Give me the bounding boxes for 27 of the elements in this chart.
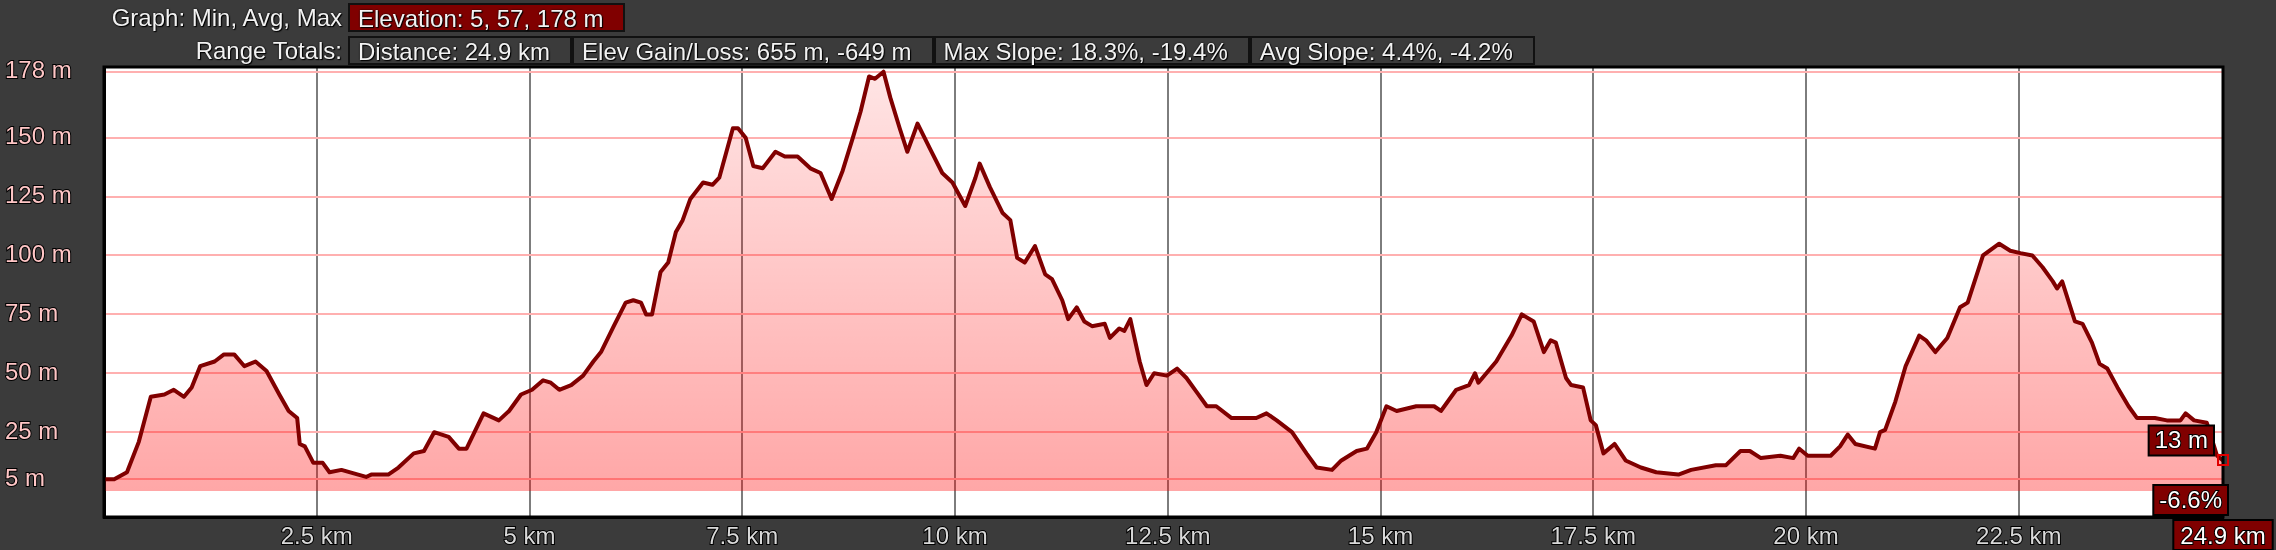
text: Distance: 24.9 km: [348, 36, 573, 65]
annotation: -6.6%: [2159, 485, 2222, 513]
y-tick-label: 75 m: [5, 299, 59, 327]
text: Max Slope: 18.3%, -19.4%: [933, 36, 1250, 65]
x-tick-label: 22.5 km: [1976, 522, 2062, 550]
text: Elevation: 5, 57, 178 m: [348, 3, 626, 32]
y-tick-label: 125 m: [5, 181, 72, 209]
x-tick-label: 24.9 km: [2180, 522, 2266, 550]
x-tick-label: 2.5 km: [280, 522, 353, 550]
y-tick-label: 178 m: [5, 56, 72, 84]
y-tick-label: 25 m: [5, 416, 59, 444]
text: Avg Slope: 4.4%, -4.2%: [1249, 36, 1535, 65]
chart-title: Graph: Min, Avg, Max: [110, 4, 343, 31]
x-tick-label: 7.5 km: [706, 522, 779, 550]
y-tick-label: 50 m: [5, 357, 59, 385]
x-tick-label: 15 km: [1347, 522, 1414, 550]
x-tick-label: 20 km: [1773, 522, 1839, 550]
y-tick-label: 100 m: [5, 240, 72, 268]
x-tick-label: 12.5 km: [1125, 522, 1211, 550]
x-tick-label: 17.5 km: [1550, 522, 1636, 550]
x-tick-label: 5 km: [503, 522, 556, 550]
annotation: 13 m: [2154, 426, 2208, 454]
text: Elev Gain/Loss: 655 m, -649 m: [572, 36, 934, 65]
y-tick-label: 150 m: [5, 122, 72, 150]
x-tick-label: 10 km: [922, 522, 988, 550]
chart-subtitle: Range Totals:: [195, 37, 342, 64]
y-tick-label: 5 m: [5, 463, 46, 491]
